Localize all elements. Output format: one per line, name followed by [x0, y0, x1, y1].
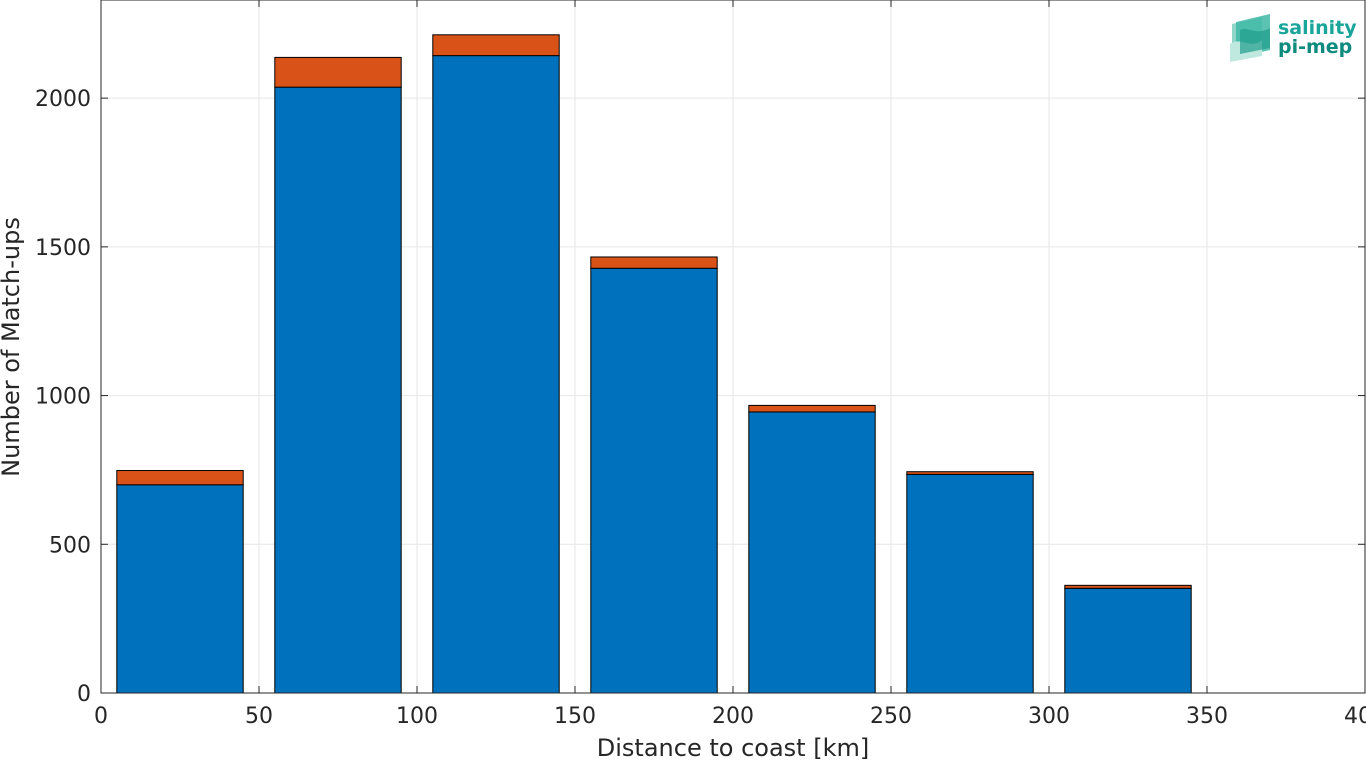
x-tick-label: 300 — [1028, 704, 1070, 729]
bar-series-1-bin-1 — [116, 484, 244, 694]
y-tick-label: 1000 — [35, 385, 91, 410]
bar-series-2-bin-7 — [1064, 584, 1192, 589]
bar-series-2-bin-4 — [590, 256, 718, 269]
bar-series-2-bin-6 — [906, 471, 1034, 475]
y-tick-label: 1500 — [35, 236, 91, 261]
bar-series-2-bin-2 — [274, 56, 402, 88]
bars — [116, 34, 1192, 694]
salinity-pi-mep-logo: salinity pi-mep — [1230, 14, 1357, 62]
bar-series-2-bin-3 — [432, 34, 560, 57]
y-tick-label: 2000 — [35, 87, 91, 112]
bar-series-1-bin-6 — [906, 473, 1034, 694]
x-tick-label: 250 — [870, 704, 912, 729]
bar-series-1-bin-3 — [432, 55, 560, 694]
x-tick-label: 350 — [1186, 704, 1228, 729]
ticks: 0 50 100 150 200 250 300 350 400 0 500 1000 1500 2000 — [35, 0, 1366, 729]
bar-series-2-bin-1 — [116, 470, 244, 486]
x-tick-label: 50 — [245, 704, 273, 729]
x-tick-label: 200 — [712, 704, 754, 729]
y-tick-label: 500 — [49, 533, 91, 558]
logo-text-pi-mep: pi-mep — [1278, 36, 1352, 58]
y-tick-label: 0 — [77, 682, 91, 707]
logo-text-salinity: salinity — [1278, 17, 1357, 39]
wave-logo-icon — [1230, 14, 1270, 62]
x-tick-label: 0 — [94, 704, 108, 729]
y-axis-label: Number of Match-ups — [0, 217, 25, 477]
x-axis-label: Distance to coast [km] — [597, 734, 869, 761]
bar-series-1-bin-4 — [590, 267, 718, 694]
bar-series-1-bin-2 — [274, 86, 402, 694]
bar-series-1-bin-7 — [1064, 587, 1192, 694]
x-tick-label: 100 — [396, 704, 438, 729]
x-tick-label: 150 — [554, 704, 596, 729]
x-tick-label: 400 — [1344, 704, 1366, 729]
bar-series-1-bin-5 — [748, 411, 876, 694]
bar-series-2-bin-5 — [748, 404, 876, 413]
